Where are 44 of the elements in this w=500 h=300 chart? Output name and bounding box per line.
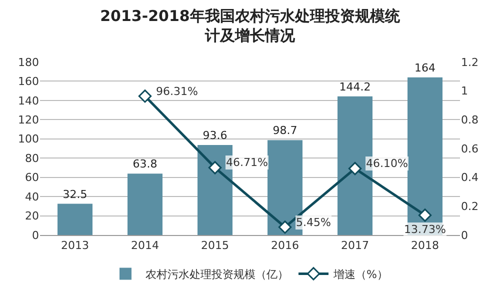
- x-tick-label: 2015: [201, 239, 229, 252]
- y-tick-label: 160: [18, 75, 39, 88]
- data-label: 96.31%: [156, 85, 198, 98]
- x-tick-label: 2017: [341, 239, 369, 252]
- y2-tick-label: 0.6: [461, 142, 478, 156]
- y-tick-label: 120: [18, 114, 39, 127]
- legend-label: 农村污水处理投资规模（亿）: [146, 268, 288, 282]
- y-tick-label: 0: [32, 228, 39, 242]
- data-label: 13.73%: [404, 223, 446, 236]
- y-tick-label: 100: [18, 132, 39, 146]
- y-tick-label: 140: [18, 94, 39, 108]
- point: [278, 220, 292, 234]
- y-tick-label: 20: [25, 210, 39, 223]
- data-label: 32.5: [62, 188, 88, 201]
- y2-tick-label: 0.8: [461, 114, 478, 127]
- point: [418, 208, 432, 222]
- bar: [58, 204, 92, 235]
- y2-tick-label: 0.4: [461, 171, 478, 184]
- data-label: 46.10%: [366, 157, 408, 170]
- legend-label: 增速（%）: [332, 268, 388, 282]
- y-tick-label: 60: [25, 171, 39, 184]
- y-tick-label: 80: [25, 152, 39, 165]
- y-tick-label: 180: [18, 56, 39, 69]
- bar: [128, 174, 162, 235]
- x-tick-label: 2018: [411, 239, 439, 252]
- x-tick-label: 2014: [131, 239, 159, 252]
- x-tick-label: 2016: [271, 239, 299, 252]
- data-label: 5.45%: [296, 216, 331, 229]
- data-label: 98.7: [272, 124, 298, 138]
- y2-tick-label: 0.2: [461, 200, 478, 214]
- point: [208, 161, 222, 174]
- data-label: 164: [414, 61, 436, 74]
- x-tick-label: 2013: [61, 239, 89, 252]
- data-label: 63.8: [132, 158, 158, 171]
- y2-tick-label: 0: [461, 228, 468, 242]
- y2-tick-label: 1: [461, 84, 468, 98]
- point: [348, 162, 362, 176]
- chart-title: 2013-2018年我国农村污水处理投资规模统计及增长情况: [100, 7, 401, 44]
- data-label: 46.71%: [226, 156, 268, 169]
- y-tick-label: 40: [25, 190, 39, 204]
- data-label: 144.2: [339, 80, 371, 94]
- y2-tick-label: 1.2: [461, 56, 478, 69]
- point: [138, 90, 152, 103]
- data-label: 93.6: [202, 129, 228, 142]
